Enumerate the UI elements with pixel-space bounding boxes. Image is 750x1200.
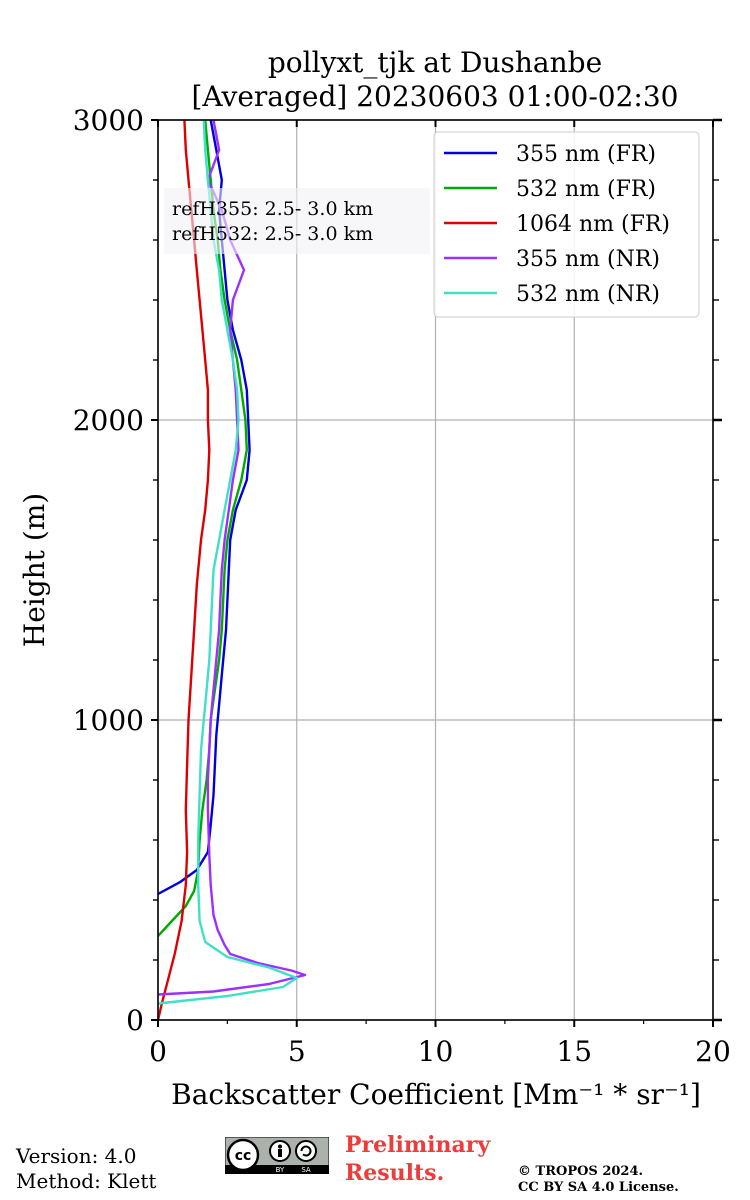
y-tick-label: 0 — [126, 1004, 144, 1037]
chart-title: pollyxt_tjk at Dushanbe — [268, 46, 602, 79]
chart-subtitle: [Averaged] 20230603 01:00-02:30 — [192, 80, 679, 113]
annotation-refh355: refH355: 2.5- 3.0 km — [172, 198, 373, 220]
x-tick-label: 0 — [149, 1035, 167, 1068]
legend-label-4: 532 nm (NR) — [516, 282, 660, 307]
y-tick-label: 3000 — [73, 104, 144, 137]
copyright-line2: CC BY SA 4.0 License. — [518, 1180, 679, 1195]
cc-badge-by-text: BY — [276, 1166, 285, 1174]
preliminary-line2: Results. — [345, 1160, 445, 1186]
legend-label-3: 355 nm (NR) — [516, 247, 660, 272]
x-tick-label: 20 — [695, 1035, 731, 1068]
y-tick-label: 2000 — [73, 404, 144, 437]
annotation-box — [164, 188, 430, 254]
preliminary-line1: Preliminary — [345, 1132, 491, 1158]
cc-badge-cc-text: cc — [235, 1148, 252, 1164]
legend-label-2: 1064 nm (FR) — [516, 212, 670, 237]
annotation-refh532: refH532: 2.5- 3.0 km — [172, 223, 373, 245]
legend: 355 nm (FR) 532 nm (FR) 1064 nm (FR) 355 nm… — [433, 131, 700, 318]
copyright-line1: © TROPOS 2024. — [518, 1164, 644, 1179]
x-axis-label: Backscatter Coefficient [Mm⁻¹ * sr⁻¹] — [171, 1078, 701, 1111]
legend-label-1: 532 nm (FR) — [516, 177, 656, 202]
axis-ticks: 0 5 10 15 20 0 1000 2000 3000 — [73, 104, 731, 1068]
footer-info: Version: 4.0 Method: Klett — [16, 1144, 156, 1194]
preliminary-results-label: Preliminary Results. — [345, 1131, 490, 1187]
series-line-3 — [158, 120, 307, 996]
y-axis-label: Height (m) — [18, 493, 51, 647]
method-text: Method: Klett — [16, 1169, 157, 1193]
cc-by-sa-license-icon: cc BY SA — [225, 1137, 329, 1174]
series-line-4 — [158, 120, 298, 1005]
copyright-notice: © TROPOS 2024. CC BY SA 4.0 License. — [518, 1164, 679, 1196]
series-line-0 — [158, 120, 251, 896]
x-tick-label: 5 — [288, 1035, 306, 1068]
reference-annotation: refH355: 2.5- 3.0 km refH532: 2.5- 3.0 k… — [164, 188, 430, 254]
legend-box — [433, 131, 700, 318]
cc-badge-sa-text: SA — [301, 1166, 311, 1174]
x-tick-label: 10 — [418, 1035, 454, 1068]
series-line-2 — [158, 120, 211, 1020]
series-lines — [158, 120, 307, 1020]
x-tick-label: 15 — [556, 1035, 592, 1068]
legend-label-0: 355 nm (FR) — [516, 142, 656, 167]
y-tick-label: 1000 — [73, 704, 144, 737]
version-text: Version: 4.0 — [16, 1144, 137, 1168]
